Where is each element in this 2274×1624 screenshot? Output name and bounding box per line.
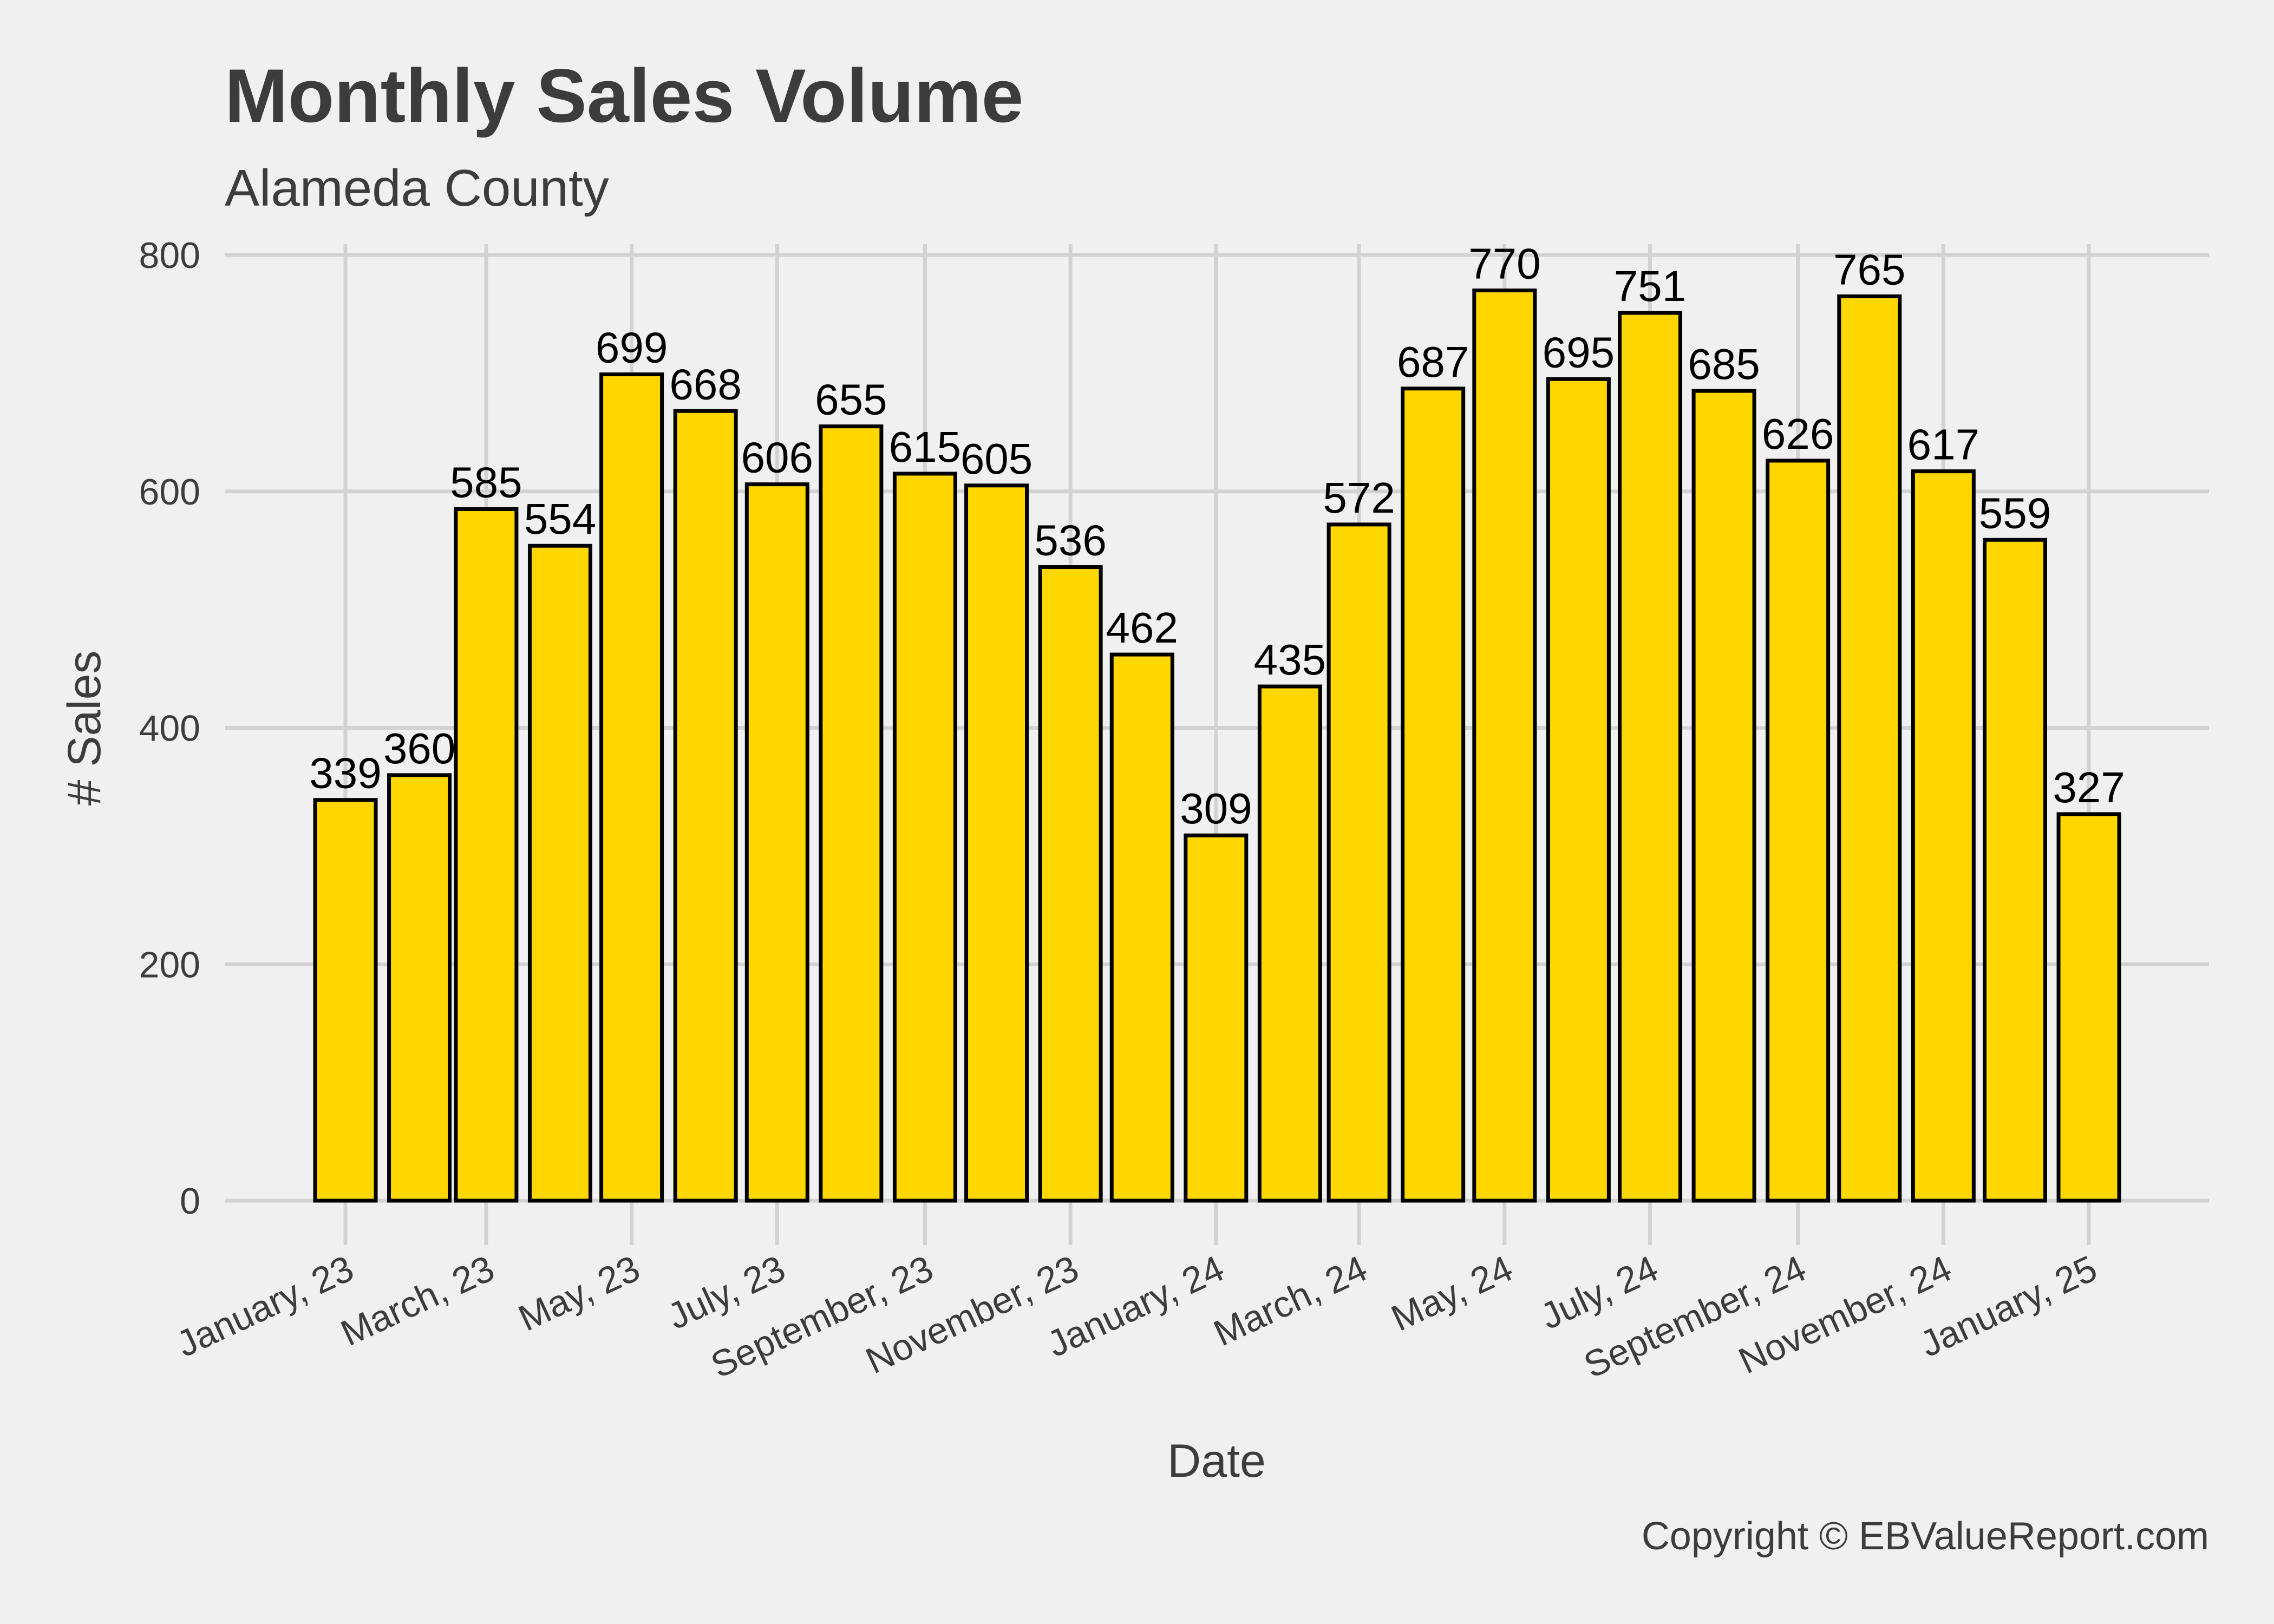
- bar-value-label: 699: [596, 324, 668, 372]
- bar-value-label: 554: [524, 495, 596, 543]
- bar: [819, 424, 884, 1203]
- bar-value-label: 572: [1323, 474, 1395, 522]
- bar-value-label: 559: [1979, 489, 2051, 537]
- x-tick-label: May, 24: [1385, 1248, 1519, 1339]
- bar: [1766, 459, 1831, 1203]
- y-tick-label: 0: [180, 1181, 200, 1222]
- x-axis-title: Date: [1167, 1435, 1266, 1487]
- bar-value-label: 585: [450, 459, 522, 507]
- bar: [1546, 377, 1611, 1203]
- bar: [2056, 812, 2121, 1203]
- bar-value-label: 435: [1254, 636, 1326, 684]
- bar-value-label: 751: [1614, 262, 1686, 310]
- chart-title: Monthly Sales Volume: [225, 53, 1023, 138]
- x-tick-label: March, 24: [1207, 1248, 1373, 1354]
- x-tick-label: March, 23: [335, 1248, 500, 1354]
- x-tick-label: January, 23: [171, 1248, 360, 1365]
- bar: [1327, 522, 1391, 1203]
- bar: [1472, 289, 1537, 1203]
- bar-value-label: 360: [383, 724, 455, 772]
- bar: [964, 483, 1029, 1203]
- bar: [313, 798, 378, 1203]
- bar: [673, 409, 738, 1203]
- bar: [1038, 565, 1103, 1203]
- bar: [1109, 652, 1174, 1203]
- y-tick-label: 800: [139, 235, 200, 276]
- bar: [1257, 684, 1322, 1203]
- bar: [527, 543, 592, 1203]
- bar-value-label: 765: [1833, 245, 1905, 293]
- bar: [1691, 389, 1756, 1203]
- bar-value-label: 687: [1397, 338, 1469, 386]
- bar-value-label: 685: [1688, 340, 1760, 388]
- bar: [1401, 387, 1466, 1203]
- chart-subtitle: Alameda County: [225, 159, 609, 217]
- y-tick-label: 400: [139, 708, 200, 749]
- bar-value-label: 606: [741, 434, 813, 482]
- bar: [744, 482, 809, 1203]
- y-tick-label: 200: [139, 944, 200, 985]
- bar: [1983, 538, 2047, 1203]
- bar-value-label: 309: [1180, 784, 1252, 833]
- y-tick-label: 600: [139, 472, 200, 513]
- copyright-caption: Copyright © EBValueReport.com: [1642, 1515, 2209, 1558]
- bar-value-label: 462: [1106, 604, 1178, 652]
- bar-value-label: 327: [2053, 763, 2125, 811]
- bar-value-label: 626: [1762, 410, 1834, 458]
- bar: [1837, 294, 1902, 1203]
- bar: [892, 472, 957, 1203]
- bar-value-label: 655: [815, 376, 887, 424]
- bar-value-label: 339: [309, 749, 381, 797]
- bar-value-label: 695: [1543, 328, 1615, 376]
- bar-value-label: 770: [1468, 240, 1540, 288]
- bar-value-label: 605: [960, 435, 1033, 483]
- bar: [599, 372, 664, 1203]
- bar: [1911, 469, 1976, 1203]
- bar-value-label: 615: [889, 423, 961, 471]
- bar: [387, 773, 452, 1203]
- bar: [1184, 833, 1249, 1203]
- x-tick-label: May, 23: [512, 1248, 646, 1339]
- bar: [1618, 311, 1683, 1203]
- bar-value-label: 668: [669, 360, 741, 408]
- bars: [313, 289, 2121, 1203]
- bar-value-label: 536: [1034, 516, 1106, 565]
- y-axis-title: # Sales: [58, 651, 110, 806]
- bar-value-label: 617: [1907, 421, 1979, 469]
- bar: [454, 507, 519, 1203]
- y-axis-ticks: 0 200 400 600 800: [139, 235, 200, 1222]
